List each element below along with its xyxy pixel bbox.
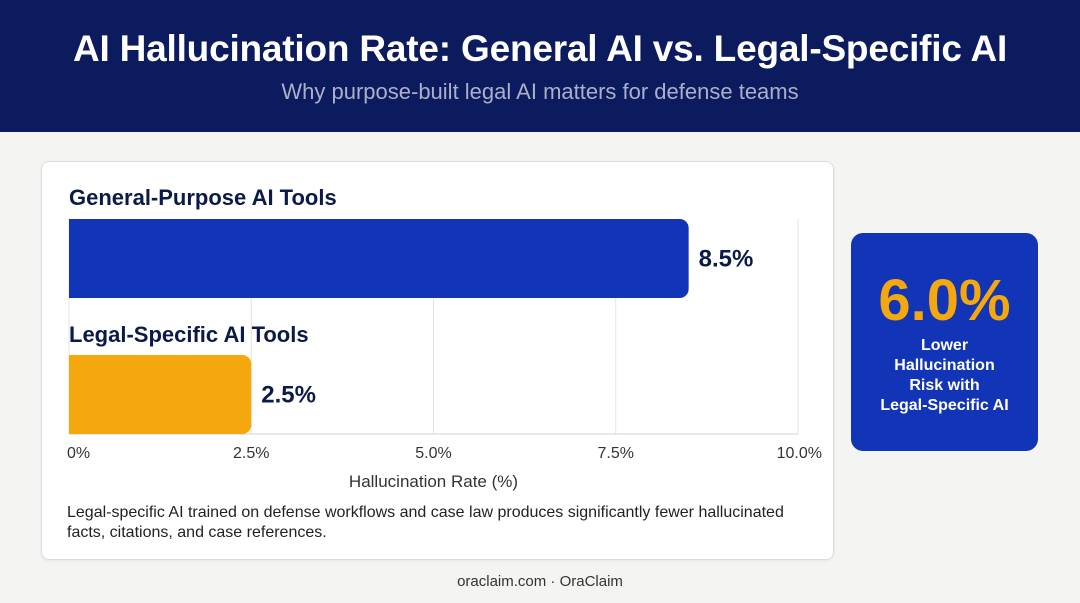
- callout-box: 6.0% Lower Hallucination Risk with Legal…: [851, 233, 1038, 451]
- tick-label: 7.5%: [598, 445, 634, 462]
- callout-line-1: Lower: [920, 337, 969, 354]
- value-label: 2.5%: [261, 382, 316, 409]
- bar-chart: General-Purpose AI Tools 8.5% Legal-Specif…: [67, 185, 822, 491]
- callout-line-4: Legal-Specific AI: [880, 397, 1009, 414]
- tick-label: 0%: [67, 445, 90, 462]
- tick-label: 5.0%: [415, 445, 451, 462]
- page-subtitle: Why purpose-built legal AI matters for d…: [281, 79, 799, 104]
- bar: [69, 219, 689, 298]
- bar: [69, 355, 252, 434]
- x-axis-title: Hallucination Rate (%): [349, 472, 518, 491]
- header-banner: AI Hallucination Rate: General AI vs. Le…: [0, 0, 1080, 132]
- value-label: 8.5%: [699, 246, 754, 273]
- callout-value: 6.0%: [878, 268, 1011, 333]
- page-title: AI Hallucination Rate: General AI vs. Le…: [72, 28, 1008, 69]
- callout-line-2: Hallucination: [894, 357, 995, 374]
- callout-line-3: Risk with: [909, 377, 980, 394]
- category-label: Legal-Specific AI Tools: [69, 322, 309, 347]
- chart-card: General-Purpose AI Tools 8.5% Legal-Specif…: [41, 161, 834, 560]
- chart-note: Legal-specific AI trained on defense wor…: [67, 504, 784, 541]
- tick-label: 2.5%: [233, 445, 269, 462]
- category-label: General-Purpose AI Tools: [69, 185, 337, 210]
- footer-text: oraclaim.com · OraClaim: [457, 573, 623, 590]
- tick-label: 10.0%: [777, 445, 822, 462]
- callout-description: Lower Hallucination Risk with Legal-Spec…: [859, 336, 1030, 416]
